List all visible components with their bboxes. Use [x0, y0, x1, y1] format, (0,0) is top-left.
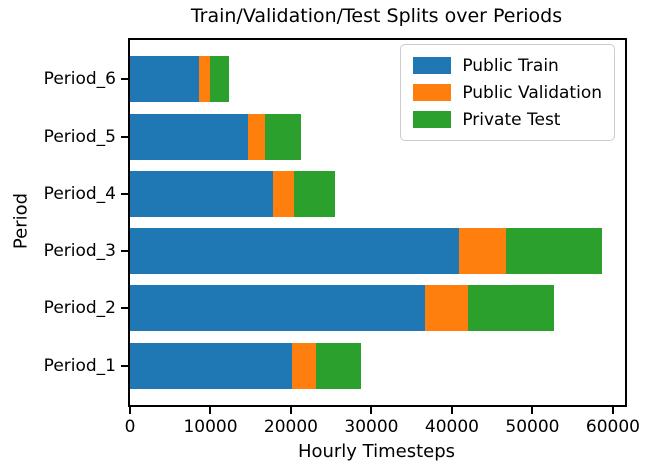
y-tick-label-period_3: Period_3	[43, 241, 116, 262]
bar-segment-private-test	[209, 56, 230, 103]
bar-segment-public-train	[130, 56, 200, 103]
x-tick-label-20000: 20000	[263, 417, 319, 437]
bar-segment-public-train	[130, 228, 460, 275]
bar-segment-private-test	[294, 170, 336, 217]
legend-label-private-test: Private Test	[462, 109, 561, 130]
y-tick	[121, 307, 128, 310]
x-tick	[531, 407, 534, 414]
legend-label-public-train: Public Train	[462, 55, 559, 76]
legend-item-public-validation: Public Validation	[413, 80, 602, 105]
x-tick	[289, 407, 292, 414]
y-tick-label-period_2: Period_2	[43, 298, 116, 319]
x-axis-label: Hourly Timesteps	[297, 441, 456, 462]
x-tick-label-10000: 10000	[183, 417, 238, 437]
legend-swatch-private-test	[413, 111, 452, 128]
bar-segment-public-train	[130, 170, 274, 217]
y-tick-label-period_1: Period_1	[43, 355, 116, 376]
x-tick-label-30000: 30000	[344, 417, 399, 437]
bar-segment-public-validation	[425, 285, 469, 332]
bar-segment-public-train	[130, 285, 426, 332]
bar-segment-public-validation	[199, 56, 210, 103]
y-tick-label-period_6: Period_6	[43, 69, 116, 90]
bar-segment-public-validation	[273, 170, 295, 217]
y-tick	[121, 192, 128, 195]
legend-swatch-public-train	[413, 57, 452, 74]
legend-item-private-test: Private Test	[413, 107, 602, 132]
bar-segment-private-test	[315, 342, 362, 389]
bars-layer	[130, 40, 625, 405]
x-tick	[129, 407, 131, 414]
bar-segment-public-train	[130, 342, 293, 389]
bar-segment-private-test	[264, 113, 301, 160]
x-tick-label-50000: 50000	[505, 417, 560, 437]
x-tick-label-60000: 60000	[585, 417, 640, 437]
y-tick	[121, 250, 128, 253]
y-tick	[121, 364, 128, 367]
bar-row-period_1	[130, 342, 625, 389]
x-tick	[209, 407, 212, 414]
bar-row-period_5	[130, 113, 625, 160]
bar-row-period_4	[130, 170, 625, 217]
y-tick	[121, 135, 128, 138]
legend-swatch-public-validation	[413, 84, 452, 101]
y-tick	[121, 78, 128, 81]
chart-title: Train/Validation/Test Splits over Period…	[190, 5, 563, 27]
bar-segment-public-validation	[248, 113, 265, 160]
y-tick-label-period_4: Period_4	[43, 183, 116, 204]
y-axis-label: Period	[10, 192, 32, 250]
bar-segment-private-test	[468, 285, 554, 332]
x-tick-label-0: 0	[124, 417, 136, 437]
bar-segment-private-test	[505, 228, 603, 275]
legend-label-public-validation: Public Validation	[462, 82, 602, 103]
bar-segment-public-validation	[292, 342, 316, 389]
x-tick	[611, 407, 614, 414]
bar-row-period_3	[130, 228, 625, 275]
y-tick-label-period_5: Period_5	[43, 126, 116, 147]
bar-segment-public-train	[130, 113, 249, 160]
bar-row-period_2	[130, 285, 625, 332]
plot-area: Public Train Public Validation Private T…	[44, 38, 640, 437]
legend-item-public-train: Public Train	[413, 53, 602, 78]
x-tick	[370, 407, 373, 414]
x-tick	[450, 407, 453, 414]
bar-row-period_6	[130, 56, 625, 103]
bar-segment-public-validation	[459, 228, 506, 275]
legend: Public Train Public Validation Private T…	[400, 44, 615, 141]
x-tick-label-40000: 40000	[424, 417, 479, 437]
